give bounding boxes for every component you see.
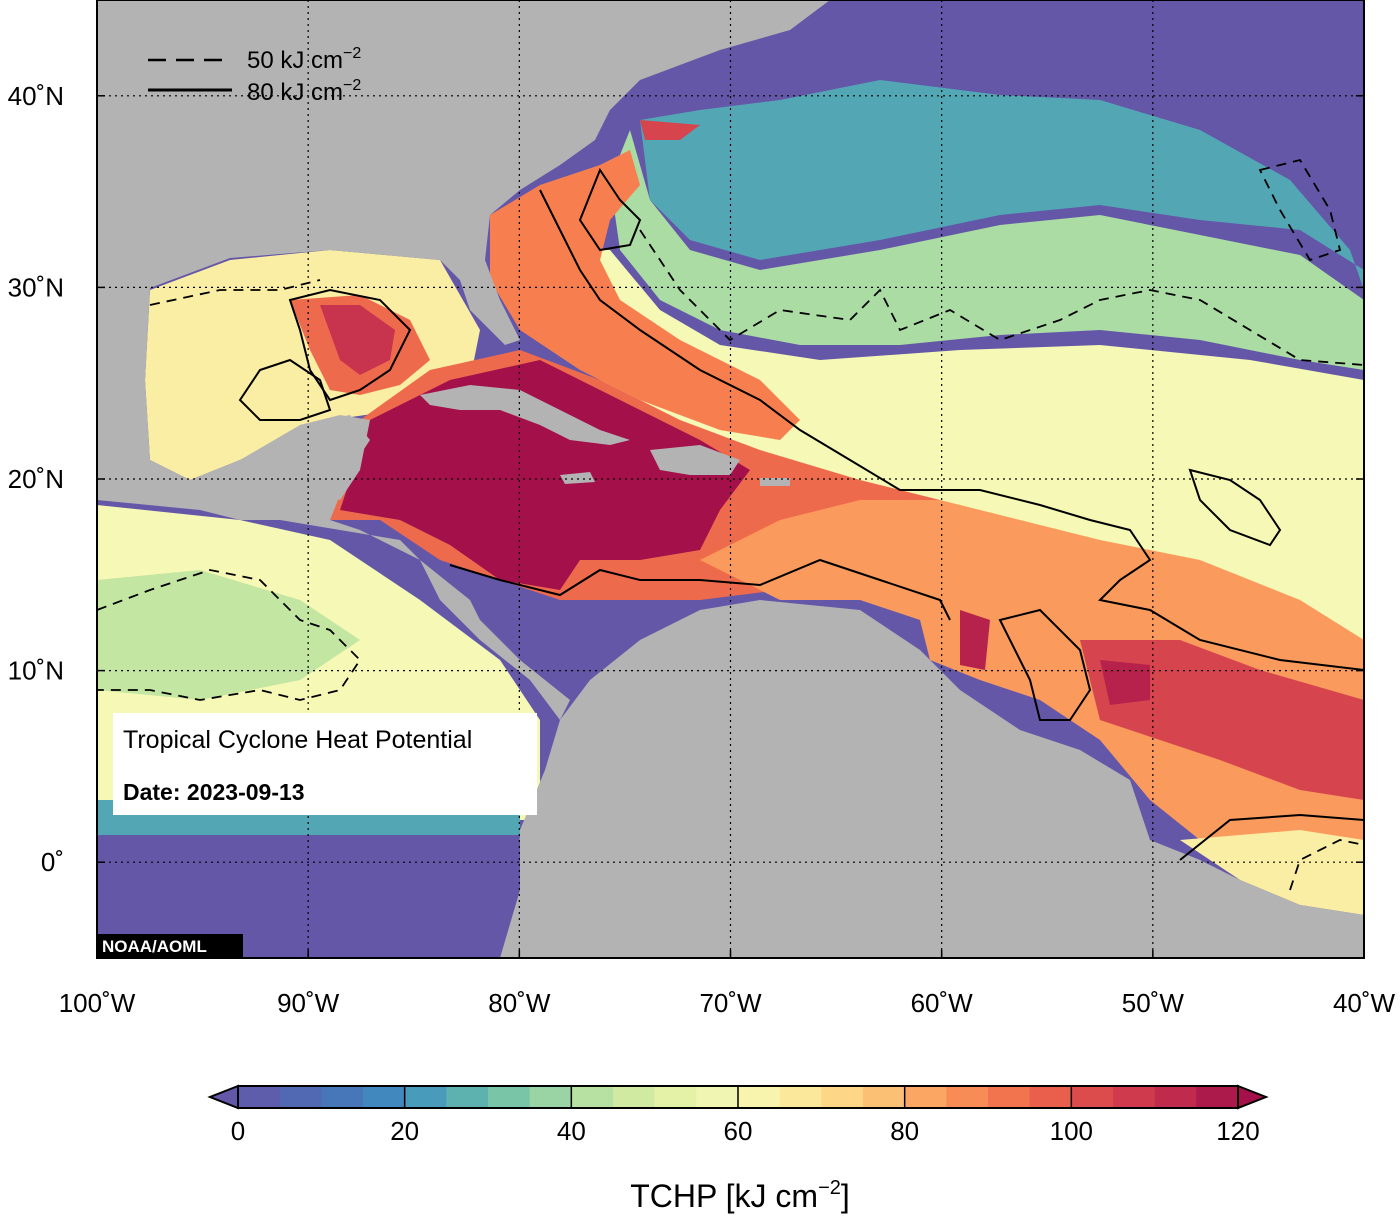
colorbar-extend-low	[207, 1084, 239, 1110]
colorbar-segment	[988, 1086, 1031, 1108]
y-tick-label: 10˚N	[8, 656, 64, 686]
y-tick-label: 40˚N	[8, 81, 64, 111]
credit-badge: NOAA/AOML	[97, 934, 243, 958]
land-puerto-rico	[760, 478, 790, 486]
ocean-band-caribbean-hot	[340, 360, 750, 590]
ocean-band-equatorial-hot	[1080, 640, 1364, 800]
latitude-axis: 0˚ 10˚N 20˚N 30˚N 40˚N	[8, 81, 1364, 877]
x-tick-label: 90˚W	[277, 988, 340, 1018]
colorbar-segment	[238, 1086, 281, 1108]
colorbar-tick-label: 40	[557, 1116, 586, 1146]
colorbar-title: TCHP [kJ cm−2]	[630, 1177, 850, 1214]
info-box-background	[113, 713, 537, 815]
colorbar-tick-label: 60	[724, 1116, 753, 1146]
colorbar-segment	[529, 1086, 572, 1108]
contour-50-south	[1289, 839, 1364, 891]
map-title: Tropical Cyclone Heat Potential	[123, 726, 472, 754]
land-yucatan	[300, 415, 370, 500]
y-tick-label: 20˚N	[8, 464, 64, 494]
y-tick-label: 30˚N	[8, 272, 64, 302]
contour-80-east	[1188, 468, 1282, 547]
contour-legend: 50 kJ cm−2 80 kJ cm−2	[148, 45, 361, 106]
colorbar-tick-label: 100	[1050, 1116, 1093, 1146]
colorbar-segment	[363, 1086, 406, 1108]
colorbar-segment	[821, 1086, 864, 1108]
colorbar-segment	[696, 1086, 739, 1108]
ocean-band-pacific-green	[97, 570, 360, 700]
ocean-heat-field	[97, 0, 1364, 958]
contour-50-east	[1258, 158, 1342, 262]
ocean-band-guyana-core	[960, 610, 990, 670]
contour-80-guyana	[998, 608, 1092, 721]
colorbar-segment	[321, 1086, 364, 1108]
ocean-band-gulf	[145, 250, 480, 480]
colorbar: 0 20 40 60 80 100 120	[207, 1084, 1269, 1146]
ocean-band-green-north	[610, 130, 1364, 370]
colorbar-segment	[446, 1086, 489, 1108]
land-north-america	[97, 0, 830, 720]
x-tick-label: 80˚W	[488, 988, 551, 1018]
x-tick-label: 60˚W	[911, 988, 974, 1018]
colorbar-segment	[738, 1086, 781, 1108]
colorbar-segment	[654, 1086, 697, 1108]
colorbar-segment	[1029, 1086, 1072, 1108]
colorbar-extend-high	[1237, 1084, 1269, 1110]
info-box: Tropical Cyclone Heat Potential Date: 20…	[113, 713, 537, 815]
y-tick-label: 0˚	[41, 847, 64, 877]
ocean-band-subtropical	[560, 250, 1364, 640]
ocean-band-tropical-warm	[700, 500, 1364, 900]
x-tick-label: 70˚W	[699, 988, 762, 1018]
contour-80-gulf-west	[238, 358, 332, 421]
colorbar-segment	[1071, 1086, 1114, 1108]
contour-80-equatorial	[1179, 813, 1364, 861]
colorbar-segment	[1154, 1086, 1197, 1108]
contour-80-caribbean	[449, 558, 951, 621]
credit-text: NOAA/AOML	[102, 937, 207, 956]
colorbar-segment	[488, 1086, 531, 1108]
colorbar-tick-label: 120	[1216, 1116, 1259, 1146]
colorbar-tick-label: 0	[231, 1116, 245, 1146]
colorbar-tick-label: 80	[890, 1116, 919, 1146]
ocean-band-gulf-core	[320, 305, 395, 375]
colorbar-segment	[1113, 1086, 1156, 1108]
land-cuba	[420, 385, 630, 445]
land-masses	[97, 0, 1364, 958]
contour-50-pacific	[97, 569, 362, 701]
colorbar-tick-label: 20	[390, 1116, 419, 1146]
colorbar-segment	[404, 1086, 447, 1108]
contour-80-gulfstream	[578, 167, 642, 252]
ocean-band-teal-north	[640, 80, 1364, 290]
credit-background	[97, 934, 243, 958]
colorbar-segment	[613, 1086, 656, 1108]
land-jamaica	[560, 472, 595, 484]
colorbar-segment	[904, 1086, 947, 1108]
map-date: Date: 2023-09-13	[123, 779, 305, 805]
colorbar-segment	[279, 1086, 322, 1108]
colorbar-segment	[779, 1086, 822, 1108]
tchp-contours	[97, 158, 1364, 891]
ocean-band-gulfstream-hot	[640, 120, 700, 140]
colorbar-segment	[863, 1086, 906, 1108]
ocean-band-equatorial-core	[1100, 660, 1150, 705]
colorbar-segment	[1196, 1086, 1239, 1108]
x-tick-label: 40˚W	[1333, 988, 1396, 1018]
colorbar-segment	[946, 1086, 989, 1108]
x-tick-label: 50˚W	[1122, 988, 1185, 1018]
land-hispaniola	[650, 445, 740, 475]
ocean-band-gulfstream	[490, 150, 800, 440]
legend-dashed-label: 50 kJ cm−2	[247, 45, 361, 74]
map-plot-area	[97, 0, 1364, 958]
contour-80-gulf	[288, 288, 412, 402]
contour-50-gulf	[149, 279, 321, 306]
colorbar-segment	[571, 1086, 614, 1108]
contour-80-atlantic	[539, 189, 1364, 671]
longitude-axis: 100˚W 90˚W 80˚W 70˚W 60˚W 50˚W 40˚W	[59, 950, 1396, 1018]
land-south-america	[500, 600, 1364, 958]
contour-50-north	[639, 229, 1364, 366]
x-tick-label: 100˚W	[59, 988, 136, 1018]
ocean-band-pacific-south	[97, 835, 520, 958]
legend-solid-label: 80 kJ cm−2	[247, 77, 361, 106]
